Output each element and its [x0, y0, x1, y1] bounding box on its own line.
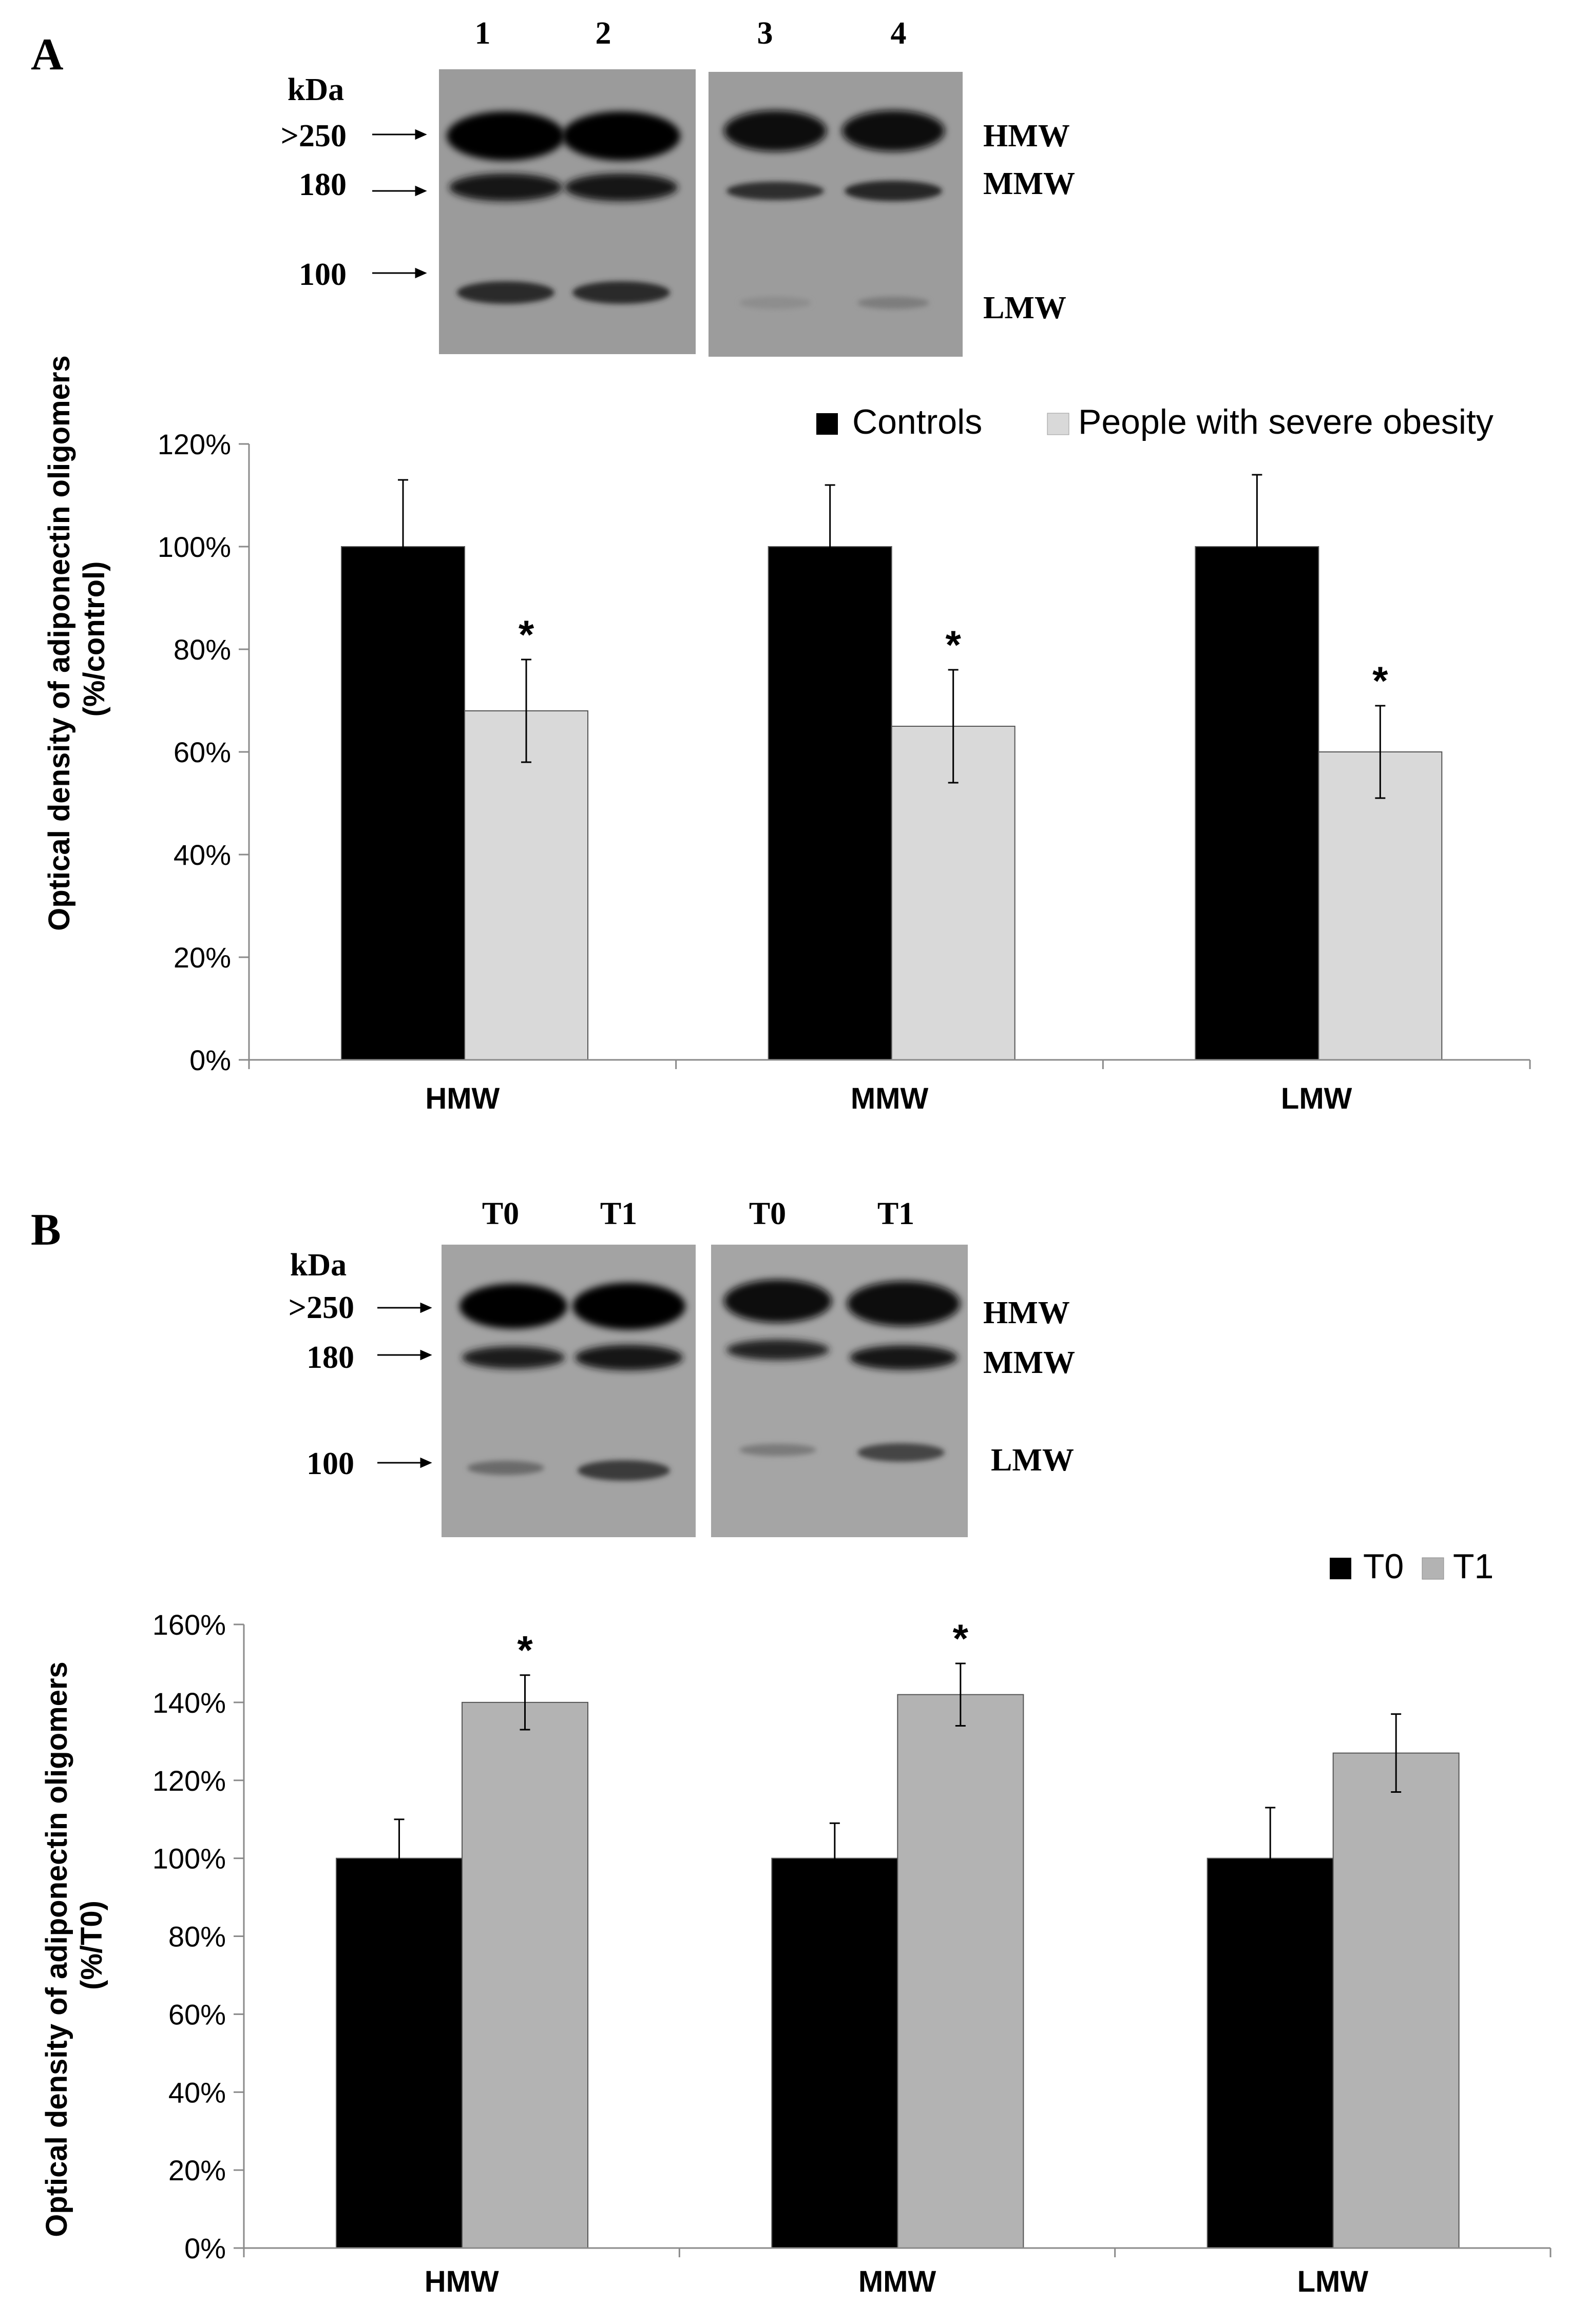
legend-swatch-t1 [1422, 1557, 1444, 1580]
y-tick-label: 40% [174, 839, 231, 871]
y-tick-label: 60% [174, 736, 231, 768]
panel-a-label: A [31, 30, 64, 80]
legend-swatch-controls [816, 413, 838, 435]
bar-controls-lmw [1195, 546, 1319, 1060]
bar-people-with-severe-obesity-hmw [464, 710, 588, 1060]
x-tick-label: HMW [425, 2265, 499, 2298]
bar-controls-mmw [768, 546, 892, 1060]
y-tick-label: 140% [152, 1687, 226, 1719]
y-tick-label: 100% [152, 1843, 226, 1875]
y-tick-label: 120% [152, 1765, 226, 1797]
y-tick-label: 80% [174, 633, 231, 666]
significance-marker: * [519, 612, 534, 657]
bar-people-with-severe-obesity-lmw [1318, 751, 1443, 1060]
lane-label: 1 [475, 16, 491, 51]
y-axis-label-line: (%/T0) [75, 1901, 108, 1990]
legend-label-controls: Controls [852, 402, 982, 441]
y-tick-label: 100% [158, 531, 231, 563]
lane-label: 2 [596, 16, 611, 51]
y-tick-label: 0% [189, 1044, 231, 1076]
significance-marker: * [945, 622, 961, 667]
y-axis-label-line: Optical density of adiponectin oligomers [40, 1661, 73, 2237]
band-label: MMW [983, 166, 1075, 201]
significance-marker: * [517, 1628, 533, 1673]
y-tick-label: 80% [168, 1921, 226, 1953]
lane-label: T0 [482, 1196, 519, 1231]
bar-t0-lmw [1207, 1857, 1334, 2249]
western-blot-b [442, 1245, 968, 1537]
marker-label: 180 [299, 167, 347, 202]
y-tick-label: 0% [184, 2232, 226, 2264]
y-axis-label-line: (%/control) [78, 561, 111, 717]
panel-a-lane-labels: 1 2 3 4 [475, 16, 907, 51]
marker-arrows-b [377, 1302, 432, 1468]
y-axis-label: Optical density of adiponectin oligomers… [40, 1653, 108, 2237]
y-tick-label: 20% [174, 941, 231, 974]
y-tick-label: 160% [152, 1609, 226, 1641]
marker-arrows [372, 129, 427, 279]
y-tick-label: 40% [168, 2076, 226, 2108]
x-tick-label: MMW [851, 1082, 929, 1115]
bar-t0-hmw [336, 1857, 463, 2249]
y-axis-label: Optical density of adiponectin oligomers… [43, 347, 111, 931]
significance-marker: * [1372, 658, 1388, 703]
bar-t0-mmw [771, 1857, 898, 2249]
legend-label-t0: T0 [1363, 1547, 1404, 1586]
x-tick-label: MMW [858, 2265, 936, 2298]
band-label: HMW [983, 119, 1070, 153]
panel-b-label: B [31, 1205, 61, 1255]
legend-label-obesity: People with severe obesity [1078, 402, 1494, 441]
significance-marker: * [953, 1616, 969, 1661]
bar-t1-mmw [897, 1694, 1024, 2249]
band-label: HMW [983, 1295, 1070, 1330]
chart-a: Optical density of adiponectin oligomers… [43, 347, 1531, 1115]
y-tick-label: 60% [168, 1998, 226, 2030]
western-blot-a [439, 69, 963, 357]
lane-label: T0 [749, 1196, 786, 1231]
marker-label: 100 [307, 1446, 354, 1481]
band-label: LMW [991, 1443, 1074, 1478]
y-tick-label: 20% [168, 2154, 226, 2186]
lane-label: T1 [877, 1196, 914, 1231]
x-tick-label: LMW [1297, 2265, 1369, 2298]
y-tick-label: 120% [158, 428, 231, 460]
legend-swatch-t0 [1330, 1558, 1351, 1579]
lane-label: 4 [891, 16, 907, 51]
chart-b: Optical density of adiponectin oligomers… [40, 1547, 1552, 2298]
legend-label-t1: T1 [1453, 1547, 1494, 1586]
marker-label: >250 [289, 1290, 354, 1325]
marker-label: 100 [299, 257, 347, 292]
marker-label: 180 [307, 1340, 354, 1375]
band-label: MMW [983, 1345, 1075, 1380]
lane-label: 3 [757, 16, 773, 51]
bar-t1-lmw [1332, 1752, 1460, 2249]
bar-t1-hmw [462, 1701, 588, 2249]
y-axis-label-line: Optical density of adiponectin oligomers [43, 355, 76, 931]
legend-swatch-obesity [1047, 413, 1069, 435]
x-tick-label: LMW [1281, 1082, 1352, 1115]
x-tick-label: HMW [425, 1082, 500, 1115]
panel-b-lane-labels: T0 T1 T0 T1 [482, 1196, 914, 1231]
marker-label: >250 [281, 119, 347, 153]
bar-controls-hmw [341, 546, 465, 1060]
kda-unit-label: kDa [288, 72, 344, 107]
lane-label: T1 [600, 1196, 637, 1231]
kda-unit-label: kDa [290, 1248, 347, 1283]
band-label: LMW [983, 290, 1066, 325]
